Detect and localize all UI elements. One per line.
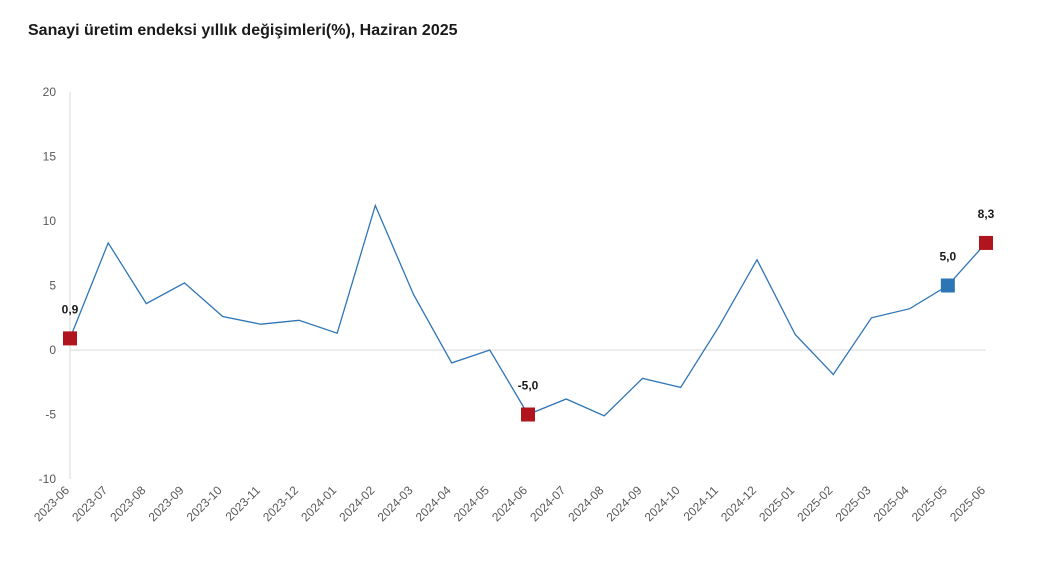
y-tick-label: 20 xyxy=(43,85,57,99)
data-label: -5,0 xyxy=(518,379,539,393)
y-tick-label: 0 xyxy=(49,343,56,357)
x-tick-label: 2024-11 xyxy=(681,483,722,524)
x-tick-label: 2024-08 xyxy=(565,483,606,524)
x-tick-label: 2025-01 xyxy=(756,483,797,524)
x-tick-label: 2023-09 xyxy=(146,483,187,524)
x-tick-label: 2025-03 xyxy=(833,483,874,524)
data-label: 0,9 xyxy=(62,302,79,316)
data-labels: 0,9 -5,0 5,0 8,3 xyxy=(62,207,995,393)
x-tick-label: 2023-08 xyxy=(107,483,148,524)
x-tick-label: 2024-06 xyxy=(489,483,530,524)
x-tick-label: 2025-05 xyxy=(909,483,950,524)
highlight-point-marker xyxy=(979,235,993,250)
data-label: 8,3 xyxy=(978,207,995,221)
x-tick-label: 2024-01 xyxy=(298,483,339,524)
highlight-point-marker xyxy=(521,407,535,422)
x-tick-label: 2024-12 xyxy=(718,483,759,524)
x-tick-label: 2024-10 xyxy=(642,483,683,524)
x-tick-label: 2023-06 xyxy=(31,483,72,524)
x-tick-label: 2024-09 xyxy=(604,483,645,524)
x-tick-label: 2023-12 xyxy=(260,483,301,524)
x-axis-ticks: 2023-062023-072023-082023-092023-102023-… xyxy=(31,483,988,524)
x-tick-label: 2023-07 xyxy=(69,483,110,524)
x-tick-label: 2025-02 xyxy=(794,483,835,524)
x-tick-label: 2024-07 xyxy=(527,483,568,524)
x-tick-label: 2025-04 xyxy=(871,483,912,524)
y-tick-label: 15 xyxy=(43,150,57,164)
data-label: 5,0 xyxy=(939,250,956,264)
x-tick-label: 2024-05 xyxy=(451,483,492,524)
x-tick-label: 2025-06 xyxy=(947,483,988,524)
x-tick-label: 2024-04 xyxy=(413,483,454,524)
chart-title: Sanayi üretim endeksi yıllık değişimleri… xyxy=(28,22,458,39)
y-tick-label: -5 xyxy=(45,408,56,422)
x-tick-label: 2024-02 xyxy=(336,483,377,524)
x-tick-label: 2023-11 xyxy=(223,483,264,524)
chart-axes xyxy=(69,92,986,479)
x-tick-label: 2024-03 xyxy=(375,483,416,524)
y-tick-label: -10 xyxy=(39,472,57,486)
y-tick-label: 10 xyxy=(43,214,57,228)
highlight-point-marker xyxy=(63,331,77,346)
highlight-markers xyxy=(63,235,993,422)
y-axis-ticks: -10 -5 0 5 10 15 20 xyxy=(39,85,57,486)
y-tick-label: 5 xyxy=(49,279,56,293)
highlight-point-marker xyxy=(940,278,955,293)
x-tick-label: 2023-10 xyxy=(184,483,225,524)
